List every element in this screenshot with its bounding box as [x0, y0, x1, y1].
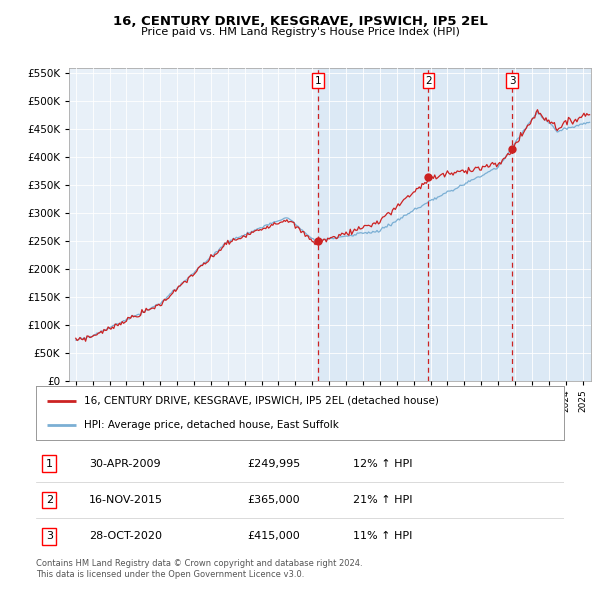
- Text: Price paid vs. HM Land Registry's House Price Index (HPI): Price paid vs. HM Land Registry's House …: [140, 27, 460, 37]
- Text: 12% ↑ HPI: 12% ↑ HPI: [353, 458, 412, 468]
- Text: 16, CENTURY DRIVE, KESGRAVE, IPSWICH, IP5 2EL (detached house): 16, CENTURY DRIVE, KESGRAVE, IPSWICH, IP…: [83, 396, 439, 406]
- Text: This data is licensed under the Open Government Licence v3.0.: This data is licensed under the Open Gov…: [36, 571, 304, 579]
- Bar: [318, 68, 591, 381]
- Text: 30-APR-2009: 30-APR-2009: [89, 458, 160, 468]
- Text: 11% ↑ HPI: 11% ↑ HPI: [353, 532, 412, 542]
- Text: 28-OCT-2020: 28-OCT-2020: [89, 532, 162, 542]
- Text: 1: 1: [46, 458, 53, 468]
- Text: 16, CENTURY DRIVE, KESGRAVE, IPSWICH, IP5 2EL: 16, CENTURY DRIVE, KESGRAVE, IPSWICH, IP…: [113, 15, 487, 28]
- Text: 3: 3: [509, 76, 515, 86]
- Text: £249,995: £249,995: [247, 458, 301, 468]
- Text: 2: 2: [46, 495, 53, 505]
- Text: 21% ↑ HPI: 21% ↑ HPI: [353, 495, 412, 505]
- Text: Contains HM Land Registry data © Crown copyright and database right 2024.: Contains HM Land Registry data © Crown c…: [36, 559, 362, 568]
- Text: 1: 1: [314, 76, 321, 86]
- Text: 2: 2: [425, 76, 432, 86]
- Text: £415,000: £415,000: [247, 532, 300, 542]
- Text: £365,000: £365,000: [247, 495, 300, 505]
- Text: HPI: Average price, detached house, East Suffolk: HPI: Average price, detached house, East…: [83, 419, 338, 430]
- Text: 16-NOV-2015: 16-NOV-2015: [89, 495, 163, 505]
- Text: 3: 3: [46, 532, 53, 542]
